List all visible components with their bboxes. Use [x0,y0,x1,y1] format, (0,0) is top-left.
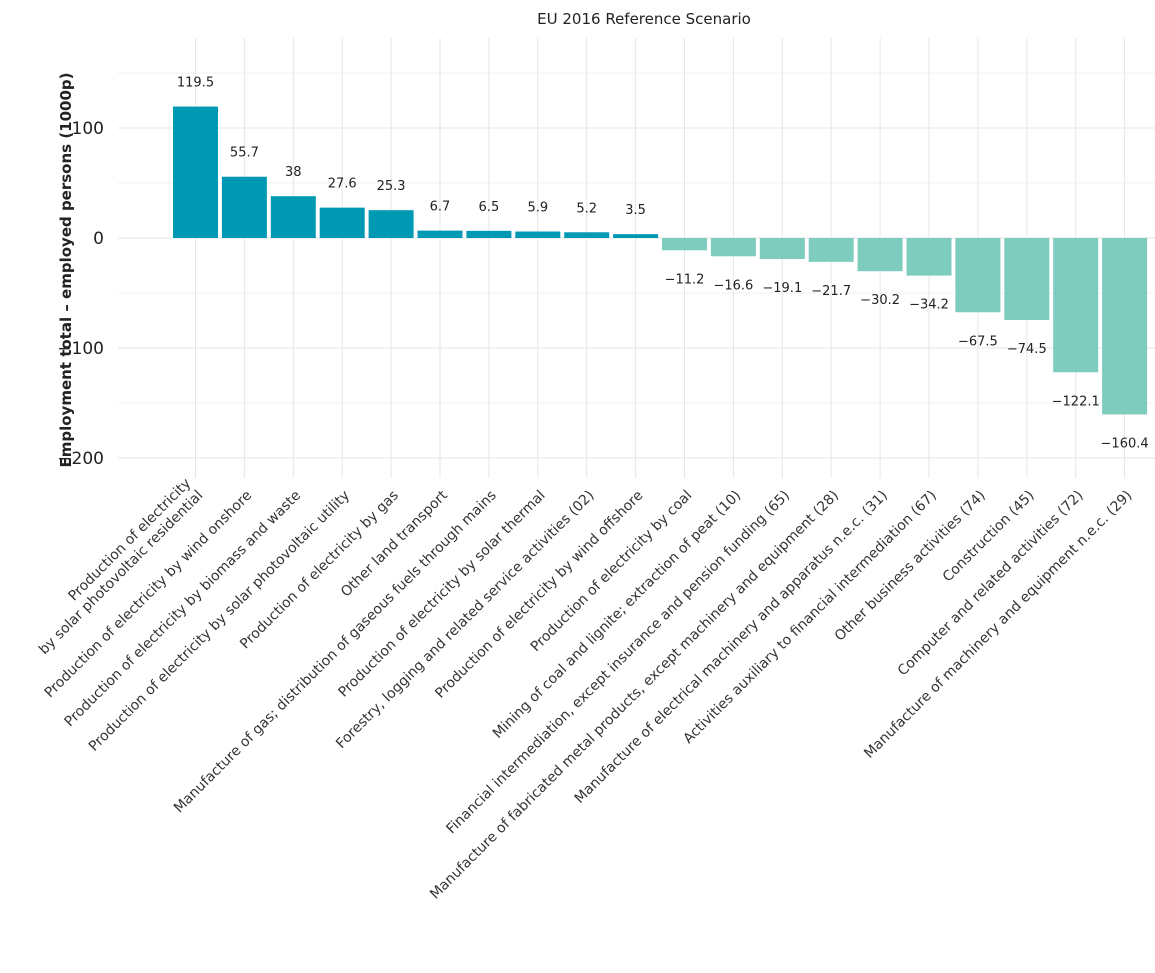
x-category-label-line: Construction (45) [940,488,1038,586]
bar [417,230,463,238]
y-tick-label: 0 [93,229,104,249]
bar [662,238,707,251]
bars [173,106,1148,415]
bar [270,196,316,238]
x-category-label: Manufacture of electrical machinery and … [572,488,891,807]
x-category-label-line: Manufacture of gas; distribution of gase… [171,488,500,817]
bar [319,207,365,238]
data-label: 25.3 [377,179,406,194]
bar [466,230,512,238]
bar [759,238,805,260]
y-tick-label: −100 [57,339,104,359]
bar [1053,238,1099,373]
data-label: 38 [285,165,302,180]
data-label: 55.7 [230,146,259,161]
x-category-label-line: Manufacture of electrical machinery and … [572,488,891,807]
bar [955,238,1001,313]
data-label: 27.6 [328,177,357,192]
data-label: −16.6 [713,278,753,293]
bar [1102,238,1148,415]
bar [173,106,218,238]
x-category-label: Construction (45) [940,488,1038,586]
data-label: 6.5 [479,200,500,215]
data-label: 119.5 [177,76,214,91]
bar [564,232,610,238]
data-label: 5.2 [576,201,597,216]
data-label: −21.7 [811,284,851,299]
data-label: −19.1 [762,281,802,296]
bar [613,234,659,238]
bar [515,231,561,238]
data-label: 6.7 [430,200,451,215]
bar [368,210,414,238]
data-label: −74.5 [1007,342,1047,357]
x-category-label: Production of electricity by biomass and… [62,488,305,731]
x-axis-category-labels: Production of electricityby solar photov… [36,475,1135,902]
bar [808,238,854,262]
data-label: 5.9 [527,201,548,216]
data-label: −122.1 [1052,394,1100,409]
bar [221,176,267,238]
data-label: −34.2 [909,298,949,313]
x-category-label-line: Computer and related activities (72) [895,488,1087,680]
y-tick-label: −200 [57,449,104,469]
bar [906,238,952,276]
y-axis-ticks: 100 0 −100 −200 [57,119,104,469]
data-label: −11.2 [665,272,705,287]
x-category-label: Manufacture of gas; distribution of gase… [171,488,500,817]
chart-title: EU 2016 Reference Scenario [537,10,751,28]
bar [1004,238,1050,320]
data-label: 3.5 [625,203,646,218]
bar [857,238,903,272]
y-tick-label: 100 [72,119,104,139]
bar [710,238,756,257]
gridlines [118,38,1155,478]
data-label: −30.2 [860,293,900,308]
x-category-label: Computer and related activities (72) [895,488,1087,680]
data-label: −160.4 [1101,436,1149,451]
y-axis-label: Employment total – employed persons (100… [57,72,75,467]
data-label: −67.5 [958,334,998,349]
x-category-label-line: Production of electricity by biomass and… [62,488,305,731]
x-category-label-line: Production of electricity [65,475,194,604]
